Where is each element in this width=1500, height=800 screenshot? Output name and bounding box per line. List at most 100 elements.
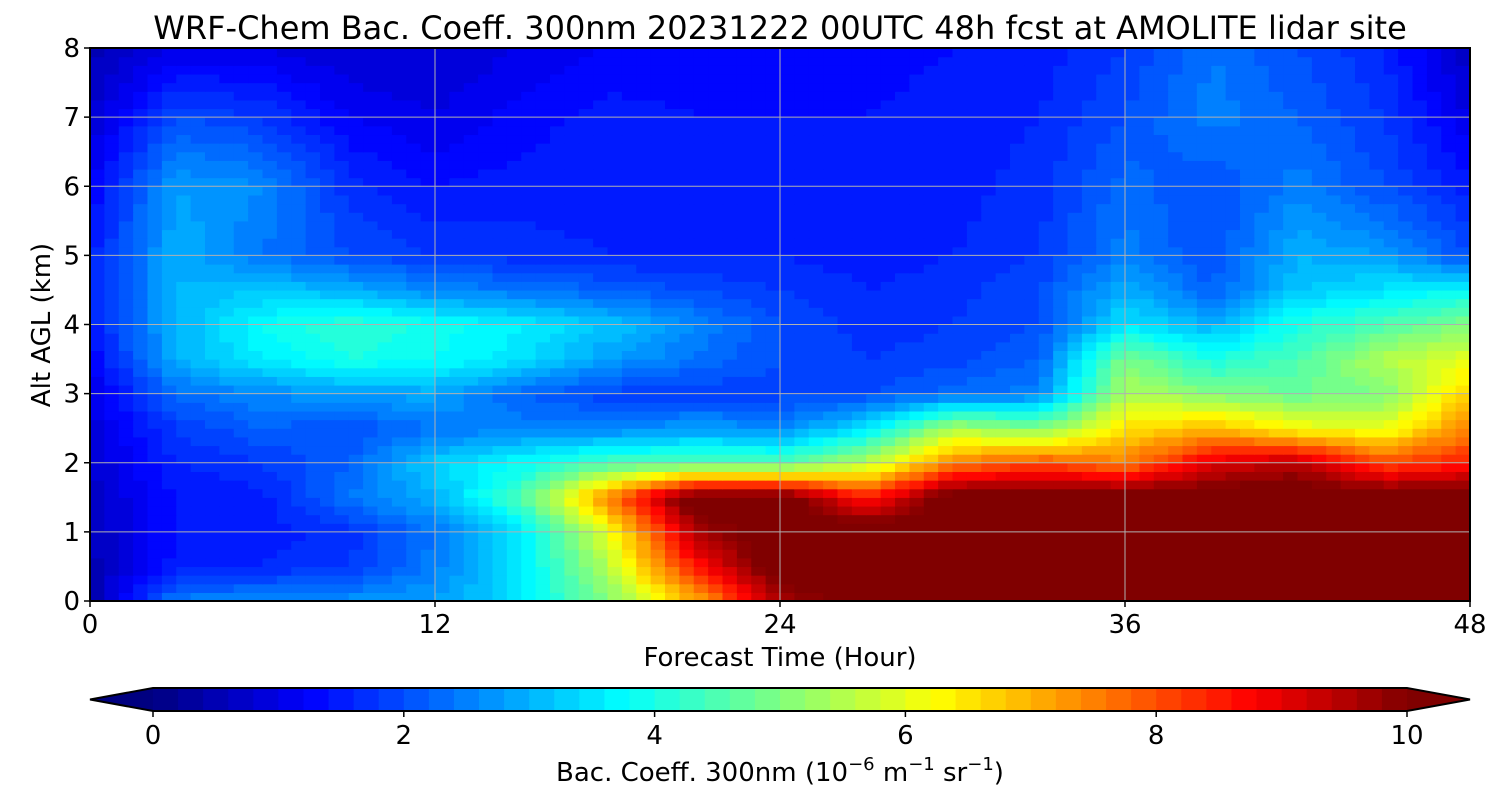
heatmap-cell: [262, 298, 278, 308]
heatmap-cell: [837, 376, 853, 386]
heatmap-cell: [1441, 341, 1457, 352]
heatmap-cell: [176, 307, 192, 317]
heatmap-cell: [463, 238, 479, 248]
heatmap-cell: [391, 583, 407, 593]
heatmap-cell: [176, 583, 192, 593]
heatmap-cell: [765, 264, 781, 274]
heatmap-cell: [1340, 281, 1356, 291]
heatmap-cell: [909, 514, 925, 524]
heatmap-cell: [1268, 350, 1284, 360]
heatmap-cell: [478, 160, 494, 170]
heatmap-cell: [305, 177, 321, 187]
heatmap-cell: [1441, 298, 1457, 308]
heatmap-cell: [1125, 272, 1140, 282]
heatmap-cell: [463, 402, 479, 412]
heatmap-cell: [463, 229, 479, 239]
heatmap-cell: [679, 186, 695, 196]
heatmap-cell: [751, 376, 767, 386]
heatmap-cell: [736, 194, 752, 205]
heatmap-cell: [966, 220, 982, 231]
heatmap-cell: [1053, 376, 1069, 386]
heatmap-cell: [693, 531, 709, 542]
heatmap-cell: [521, 488, 537, 498]
heatmap-cell: [334, 281, 350, 291]
heatmap-cell: [607, 324, 623, 334]
heatmap-cell: [909, 177, 925, 187]
heatmap-cell: [262, 229, 278, 239]
heatmap-cell: [1211, 384, 1227, 395]
heatmap-cell: [190, 151, 206, 161]
heatmap-cell: [1369, 376, 1385, 386]
heatmap-cell: [463, 324, 479, 334]
heatmap-cell: [1125, 514, 1140, 524]
heatmap-cell: [1038, 402, 1054, 412]
heatmap-cell: [1268, 454, 1284, 464]
heatmap-cell: [966, 160, 982, 170]
heatmap-cell: [952, 350, 968, 360]
heatmap-cell: [909, 246, 925, 256]
heatmap-cell: [478, 151, 494, 161]
heatmap-cell: [679, 557, 695, 568]
heatmap-cell: [1398, 583, 1414, 593]
heatmap-cell: [995, 307, 1011, 317]
heatmap-cell: [593, 419, 609, 429]
heatmap-cell: [521, 177, 537, 187]
heatmap-cell: [880, 384, 896, 395]
heatmap-cell: [1412, 566, 1428, 576]
heatmap-cell: [708, 160, 724, 170]
heatmap-cell: [593, 480, 609, 490]
heatmap-cell: [966, 203, 982, 213]
heatmap-cell: [679, 384, 695, 395]
heatmap-cell: [866, 566, 882, 576]
heatmap-cell: [161, 523, 177, 533]
heatmap-cell: [880, 480, 896, 490]
heatmap-cell: [765, 480, 781, 490]
heatmap-cell: [1412, 264, 1428, 274]
heatmap-cell: [478, 264, 494, 274]
heatmap-cell: [320, 350, 335, 360]
heatmap-cell: [133, 281, 149, 291]
heatmap-cell: [1455, 419, 1470, 429]
heatmap-cell: [1355, 264, 1370, 274]
heatmap-cell: [406, 419, 422, 429]
heatmap-cell: [1455, 324, 1470, 334]
heatmap-cell: [1211, 367, 1227, 377]
heatmap-cell: [406, 523, 422, 533]
heatmap-cell: [190, 255, 206, 265]
heatmap-cell: [780, 419, 795, 429]
heatmap-cell: [291, 264, 307, 274]
heatmap-cell: [1096, 220, 1112, 231]
heatmap-cell: [1196, 151, 1212, 161]
heatmap-cell: [391, 272, 407, 282]
heatmap-cell: [1311, 151, 1327, 161]
heatmap-cell: [334, 333, 350, 343]
heatmap-cell: [895, 497, 910, 507]
heatmap-cell: [1153, 246, 1169, 256]
heatmap-cell: [1297, 160, 1313, 170]
heatmap-cell: [176, 505, 192, 516]
heatmap-cell: [133, 531, 149, 542]
heatmap-cell: [751, 177, 767, 187]
heatmap-cell: [1412, 384, 1428, 395]
heatmap-cell: [578, 454, 594, 464]
heatmap-cell: [736, 212, 752, 222]
heatmap-cell: [1283, 333, 1299, 343]
heatmap-cell: [1153, 229, 1169, 239]
heatmap-cell: [535, 307, 551, 317]
heatmap-cell: [1254, 393, 1270, 403]
heatmap-cell: [90, 151, 105, 161]
heatmap-cell: [104, 393, 120, 403]
heatmap-cell: [1311, 186, 1327, 196]
heatmap-cell: [866, 436, 882, 447]
heatmap-cell: [1081, 255, 1097, 265]
heatmap-cell: [435, 272, 450, 282]
heatmap-cell: [1297, 151, 1313, 161]
heatmap-cell: [564, 246, 580, 256]
heatmap-cell: [305, 315, 321, 326]
heatmap-cell: [564, 307, 580, 317]
heatmap-cell: [334, 505, 350, 516]
heatmap-cell: [1340, 419, 1356, 429]
heatmap-cell: [621, 264, 637, 274]
heatmap-cell: [1240, 575, 1255, 585]
heatmap-cell: [851, 454, 867, 464]
